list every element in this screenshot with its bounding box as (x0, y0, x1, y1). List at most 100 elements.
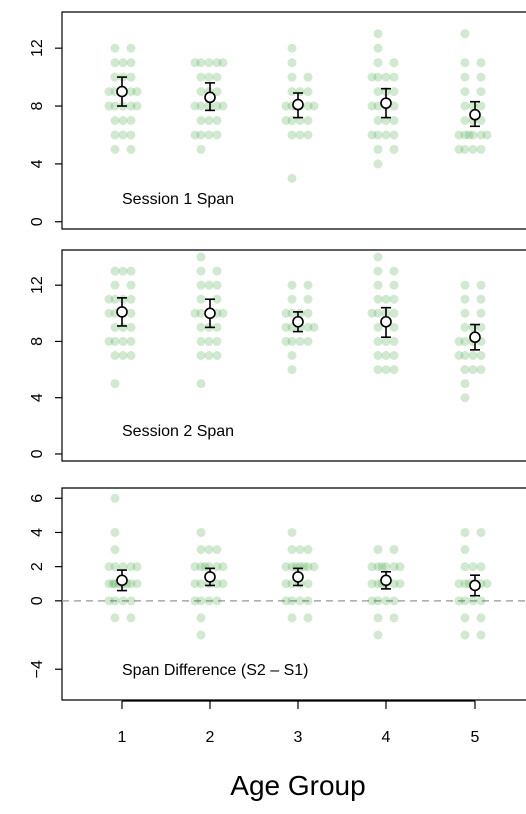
data-point (281, 308, 291, 318)
panel-title: Span Difference (S2 – S1) (122, 662, 308, 679)
data-point (204, 58, 214, 68)
data-point (373, 322, 383, 332)
data-point (287, 545, 297, 555)
x-tick-label: 4 (382, 729, 391, 746)
data-point (110, 562, 120, 572)
data-point (389, 308, 399, 318)
data-point (108, 579, 118, 589)
data-point (196, 252, 206, 262)
data-point (373, 43, 383, 53)
data-point (389, 116, 399, 125)
data-point (126, 130, 136, 140)
data-point (373, 336, 383, 346)
data-point (389, 294, 399, 304)
data-point (218, 101, 228, 111)
data-point (118, 116, 128, 125)
data-point (287, 280, 297, 290)
data-point (204, 336, 214, 346)
panel-1: 0 4 8 12 Session 1 Span (29, 11, 526, 230)
y-tick-label: 4 (29, 393, 46, 402)
data-point (126, 579, 136, 589)
data-point (196, 87, 206, 97)
data-point (204, 351, 214, 360)
data-point (389, 144, 399, 154)
data-point (287, 365, 297, 375)
data-point (309, 562, 319, 572)
data-point (460, 144, 470, 154)
data-point (303, 545, 313, 555)
data-point (303, 87, 313, 97)
data-point (281, 562, 291, 572)
data-point (460, 351, 470, 360)
data-point (454, 579, 464, 589)
data-point (212, 87, 222, 97)
data-point (476, 72, 486, 82)
data-point (460, 29, 470, 39)
data-point (281, 322, 291, 332)
data-point (389, 280, 399, 290)
data-point (460, 322, 470, 332)
mean-marker (380, 574, 392, 587)
data-point (196, 294, 206, 304)
y-tick-label: 0 (29, 449, 46, 458)
data-point (126, 322, 136, 332)
y-tick-label: 12 (29, 39, 46, 57)
data-point (468, 562, 478, 572)
data-point (110, 266, 120, 276)
data-point (468, 365, 478, 375)
data-point (196, 579, 206, 589)
data-point (303, 322, 313, 332)
data-point (104, 336, 114, 346)
data-point (373, 58, 383, 68)
data-point (126, 336, 136, 346)
data-point (460, 336, 470, 346)
data-point (389, 322, 399, 332)
data-point (303, 101, 313, 111)
data-point (303, 579, 313, 589)
y-tick-label: 12 (29, 276, 46, 294)
data-point (373, 630, 383, 640)
mean-marker (380, 315, 392, 328)
data-point (373, 545, 383, 555)
mean-marker (292, 571, 304, 583)
data-point (454, 130, 464, 140)
data-point (476, 101, 486, 111)
data-point (309, 322, 319, 332)
data-point (367, 72, 377, 82)
data-point (373, 252, 383, 262)
data-point (295, 87, 305, 97)
data-point (373, 159, 383, 169)
data-point (454, 144, 464, 154)
data-point (373, 596, 383, 606)
data-point (110, 336, 120, 346)
data-point (389, 365, 399, 375)
data-point (460, 393, 470, 403)
data-point (287, 308, 297, 318)
data-point (132, 579, 142, 589)
data-point (454, 336, 464, 346)
mean-marker (292, 98, 304, 111)
data-point (110, 294, 120, 304)
data-point (367, 596, 377, 606)
panel-frame (61, 11, 526, 230)
data-point (287, 613, 297, 623)
data-point (110, 72, 120, 82)
data-point (212, 72, 222, 82)
data-point (476, 365, 486, 375)
data-point (460, 596, 470, 606)
data-point (295, 336, 305, 346)
data-point (190, 596, 200, 606)
data-point (476, 294, 486, 304)
data-point (126, 87, 136, 97)
data-point (190, 562, 200, 572)
data-point (190, 308, 200, 318)
data-point (381, 351, 391, 360)
data-point (200, 562, 210, 572)
data-point (476, 87, 486, 97)
data-point (110, 613, 120, 623)
data-point (299, 562, 309, 572)
data-point (126, 58, 136, 68)
data-point (212, 116, 222, 125)
mean-marker (204, 307, 216, 320)
data-point (212, 545, 222, 555)
